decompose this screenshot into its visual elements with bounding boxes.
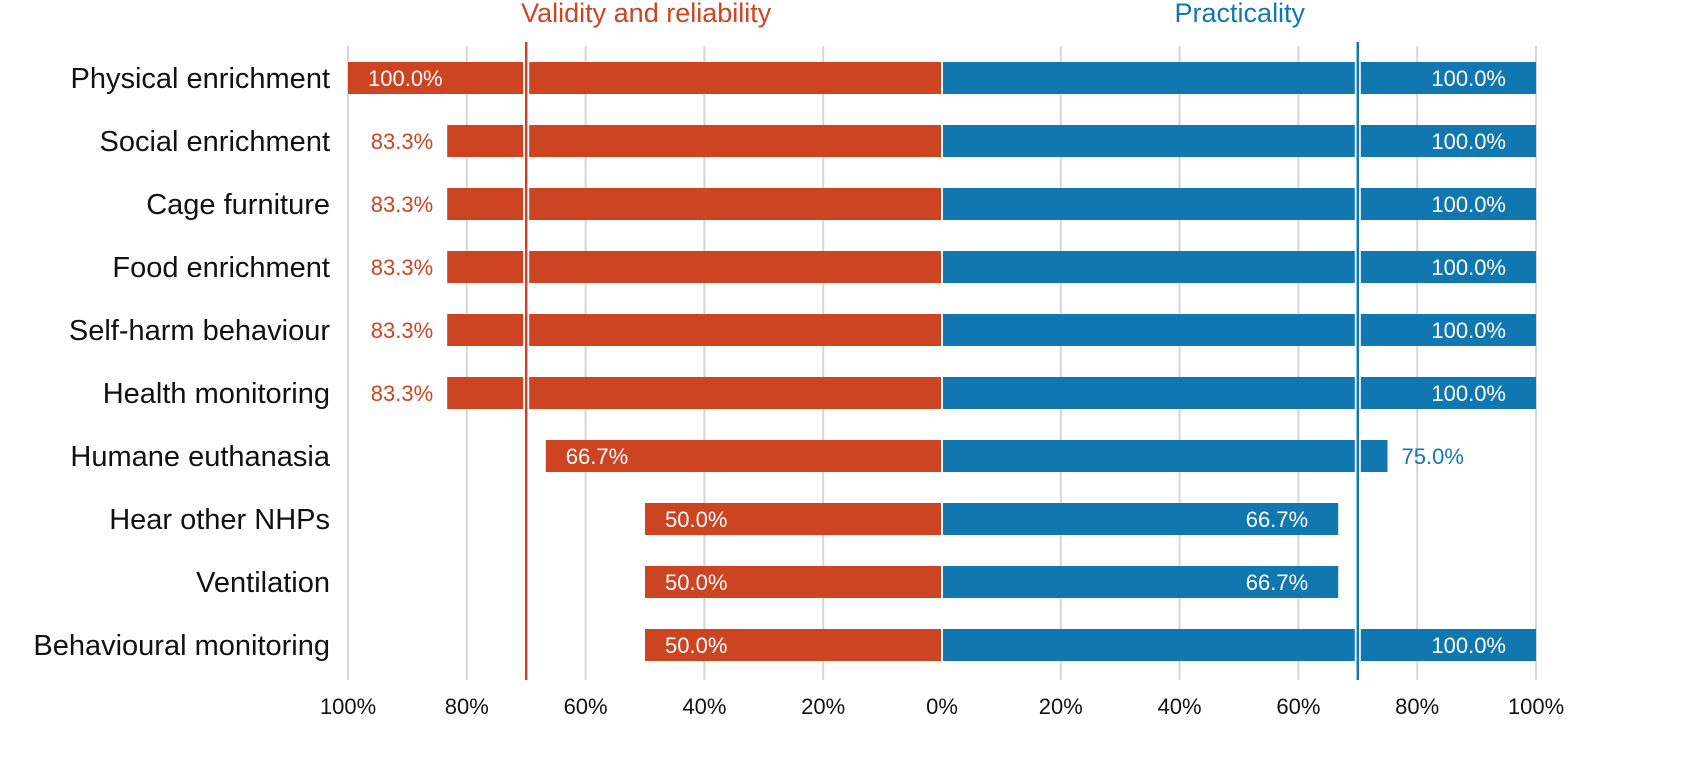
value-label-practicality: 100.0% (1431, 129, 1506, 154)
value-label-validity: 83.3% (371, 381, 433, 406)
value-label-practicality: 100.0% (1431, 66, 1506, 91)
category-label: Humane euthanasia (70, 441, 330, 473)
category-label: Behavioural monitoring (33, 630, 330, 662)
value-label-validity: 100.0% (368, 66, 443, 91)
bar-validity (645, 566, 942, 598)
category-label: Cage furniture (146, 189, 330, 221)
x-tick-label-left: 80% (445, 694, 489, 719)
x-tick-label-right: 60% (1276, 694, 1320, 719)
x-tick-label-right: 100% (1508, 694, 1564, 719)
value-label-validity: 83.3% (371, 318, 433, 343)
category-label: Health monitoring (103, 378, 330, 410)
bar-practicality (1360, 62, 1536, 94)
bar-practicality (1360, 377, 1536, 409)
value-label-validity: 66.7% (566, 444, 628, 469)
panel-titles: Validity and reliability Practicality (521, 0, 1305, 28)
bar-practicality (1360, 629, 1536, 661)
category-label: Ventilation (196, 567, 330, 599)
category-label: Social enrichment (100, 126, 331, 158)
bar-practicality (942, 377, 1355, 409)
value-label-validity: 50.0% (665, 507, 727, 532)
category-label: Food enrichment (112, 252, 330, 284)
bar-validity (529, 251, 942, 283)
x-tick-label-left: 20% (801, 694, 845, 719)
value-label-practicality: 66.7% (1246, 507, 1308, 532)
x-tick-label-right: 20% (1039, 694, 1083, 719)
value-label-practicality: 66.7% (1246, 570, 1308, 595)
value-label-validity: 83.3% (371, 255, 433, 280)
bar-practicality (1360, 251, 1536, 283)
bar-practicality (942, 503, 1339, 535)
value-label-practicality: 100.0% (1431, 633, 1506, 658)
value-label-validity: 50.0% (665, 633, 727, 658)
category-labels: Physical enrichment Social enrichment Cage… (33, 63, 330, 662)
panel-title-validity: Validity and reliability (521, 0, 772, 28)
value-label-practicality: 100.0% (1431, 255, 1506, 280)
category-label: Self-harm behaviour (69, 315, 330, 347)
bar-validity (447, 377, 524, 409)
category-label: Physical enrichment (71, 63, 331, 95)
threshold-lines (524, 42, 1360, 680)
bar-validity (447, 251, 524, 283)
x-tick-label-left: 40% (682, 694, 726, 719)
bar-practicality (1360, 125, 1536, 157)
value-label-validity: 50.0% (665, 570, 727, 595)
bar-validity (645, 503, 942, 535)
bar-validity (348, 62, 524, 94)
category-label: Hear other NHPs (109, 504, 330, 536)
value-label-validity: 83.3% (371, 192, 433, 217)
bar-validity (447, 188, 524, 220)
bar-validity (529, 188, 942, 220)
value-label-practicality: 100.0% (1431, 318, 1506, 343)
bar-validity (645, 629, 942, 661)
value-label-practicality: 75.0% (1402, 444, 1464, 469)
bar-practicality (942, 188, 1355, 220)
bar-validity (529, 377, 942, 409)
bar-practicality (942, 629, 1355, 661)
panel-title-practicality: Practicality (1175, 0, 1306, 28)
bars (348, 62, 1536, 661)
bar-practicality (942, 566, 1339, 598)
bar-practicality (942, 440, 1355, 472)
value-labels: 100.0% 100.0% 83.3% 100.0% 83.3% 100.0% 83.3% 1… (368, 66, 1506, 658)
value-label-validity: 83.3% (371, 129, 433, 154)
x-tick-label-left: 60% (564, 694, 608, 719)
x-tick-label-right: 0% (926, 694, 958, 719)
bar-practicality (942, 125, 1355, 157)
axis-ticks: 100% 80% 60% 40% 20% 0% 20% 40% 60% 80% 100% (320, 694, 1564, 719)
value-label-practicality: 100.0% (1431, 381, 1506, 406)
bar-practicality (1360, 314, 1536, 346)
bar-practicality (942, 62, 1355, 94)
bar-validity (529, 62, 942, 94)
bar-validity (529, 314, 942, 346)
value-label-practicality: 100.0% (1431, 192, 1506, 217)
bar-validity (447, 125, 524, 157)
bar-validity (447, 314, 524, 346)
bar-practicality (942, 314, 1355, 346)
bar-validity (529, 125, 942, 157)
bar-practicality (942, 251, 1355, 283)
bar-practicality (1360, 440, 1388, 472)
x-tick-label-right: 40% (1158, 694, 1202, 719)
bar-practicality (1360, 188, 1536, 220)
bar-validity (545, 440, 942, 472)
x-tick-label-right: 80% (1395, 694, 1439, 719)
x-tick-label-left: 100% (320, 694, 376, 719)
